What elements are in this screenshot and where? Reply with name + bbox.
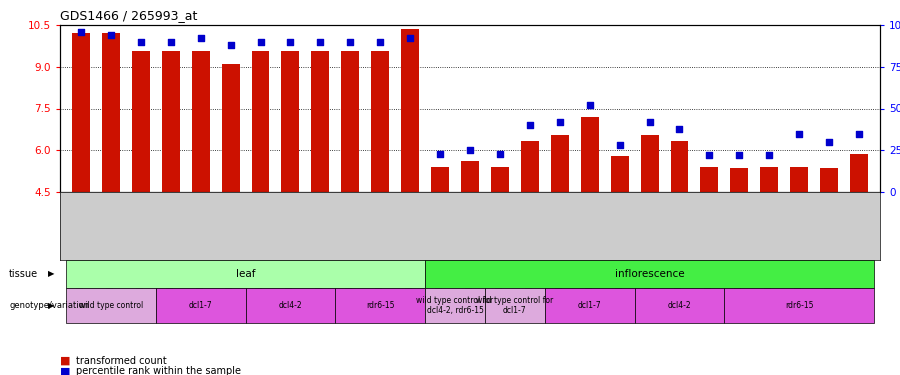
Point [74,28,88,34]
Bar [341,51,359,192]
Point [223,42,238,48]
Text: genotype/variation: genotype/variation [9,301,89,310]
Text: wild type control for
dcl1-7: wild type control for dcl1-7 [476,296,554,315]
Bar [131,51,149,192]
Point [284,39,298,45]
Text: dcl4-2: dcl4-2 [668,301,691,310]
Point [822,139,836,145]
Bar [251,51,269,192]
Text: wild type control: wild type control [79,301,143,310]
Text: wild type control for
dcl4-2, rdr6-15: wild type control for dcl4-2, rdr6-15 [417,296,494,315]
Text: dcl1-7: dcl1-7 [578,301,601,310]
Point [762,152,777,158]
Point [313,39,328,45]
Bar [431,167,449,192]
Point [672,126,687,132]
Text: percentile rank within the sample: percentile rank within the sample [76,366,241,375]
Text: ▶: ▶ [48,301,54,310]
Bar [731,168,748,192]
Point [133,39,148,45]
Bar [102,33,120,192]
Point [343,39,357,45]
Point [492,151,507,157]
Point [852,130,867,136]
Bar [850,154,868,192]
Point [582,102,597,108]
Bar [162,51,180,192]
Bar [611,156,628,192]
Point [433,151,447,157]
Point [523,122,537,128]
Bar [580,117,598,192]
Point [643,119,657,125]
Text: transformed count: transformed count [76,356,167,366]
Bar [551,135,569,192]
Bar [311,51,329,192]
Point [732,152,746,158]
Text: leaf: leaf [236,269,256,279]
Text: GDS1466 / 265993_at: GDS1466 / 265993_at [60,9,197,22]
Bar [521,141,539,192]
Point [104,32,118,38]
Bar [461,161,479,192]
Bar [700,167,718,192]
Point [253,39,267,45]
Point [553,119,567,125]
Bar [670,141,688,192]
Text: ■: ■ [60,366,70,375]
Bar [491,167,508,192]
Point [463,147,477,153]
Bar [221,64,239,192]
Point [702,152,716,158]
Point [194,35,208,41]
Text: dcl4-2: dcl4-2 [279,301,302,310]
Bar [760,167,778,192]
Text: rdr6-15: rdr6-15 [785,301,814,310]
Bar [641,135,659,192]
Bar [192,51,210,192]
Point [373,39,387,45]
Text: ■: ■ [60,356,70,366]
Point [792,130,806,136]
Text: ▶: ▶ [48,270,54,279]
Point [164,39,178,45]
Bar [401,29,419,192]
Bar [72,33,90,192]
Point [403,35,418,41]
Bar [790,167,808,192]
Text: dcl1-7: dcl1-7 [189,301,212,310]
Bar [820,168,838,192]
Text: tissue: tissue [9,269,38,279]
Point [612,142,626,148]
Text: rdr6-15: rdr6-15 [366,301,394,310]
Bar [282,51,300,192]
Bar [371,51,389,192]
Text: inflorescence: inflorescence [615,269,684,279]
